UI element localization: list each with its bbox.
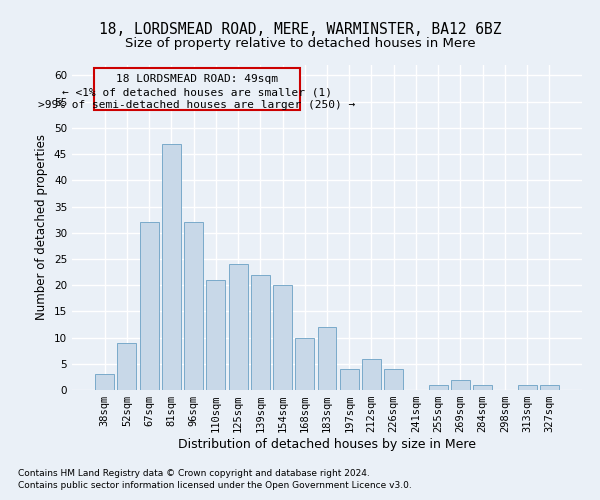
Bar (251, 274, 270, 390)
Bar (429, 385, 448, 390)
Text: 18 LORDSMEAD ROAD: 49sqm: 18 LORDSMEAD ROAD: 49sqm (116, 74, 278, 85)
Text: Size of property relative to detached houses in Mere: Size of property relative to detached ho… (125, 38, 475, 51)
Bar (540, 385, 559, 390)
Text: Contains HM Land Registry data © Crown copyright and database right 2024.: Contains HM Land Registry data © Crown c… (18, 468, 370, 477)
Bar (94, 68, 301, 110)
Text: >99% of semi-detached houses are larger (250) →: >99% of semi-detached houses are larger … (38, 100, 356, 110)
Bar (206, 280, 225, 390)
Bar (229, 264, 248, 390)
Bar (451, 380, 470, 390)
Bar (518, 385, 536, 390)
Bar (340, 369, 359, 390)
Bar (95, 374, 114, 390)
Text: Contains public sector information licensed under the Open Government Licence v3: Contains public sector information licen… (18, 481, 412, 490)
Bar (184, 222, 203, 390)
Bar (140, 222, 158, 390)
Y-axis label: Number of detached properties: Number of detached properties (35, 134, 49, 320)
Bar (317, 327, 337, 390)
Text: 18, LORDSMEAD ROAD, MERE, WARMINSTER, BA12 6BZ: 18, LORDSMEAD ROAD, MERE, WARMINSTER, BA… (99, 22, 501, 38)
Bar (162, 144, 181, 390)
Bar (384, 369, 403, 390)
Bar (362, 358, 381, 390)
X-axis label: Distribution of detached houses by size in Mere: Distribution of detached houses by size … (178, 438, 476, 451)
Text: ← <1% of detached houses are smaller (1): ← <1% of detached houses are smaller (1) (62, 87, 332, 97)
Bar (118, 343, 136, 390)
Bar (473, 385, 492, 390)
Bar (295, 338, 314, 390)
Bar (273, 285, 292, 390)
